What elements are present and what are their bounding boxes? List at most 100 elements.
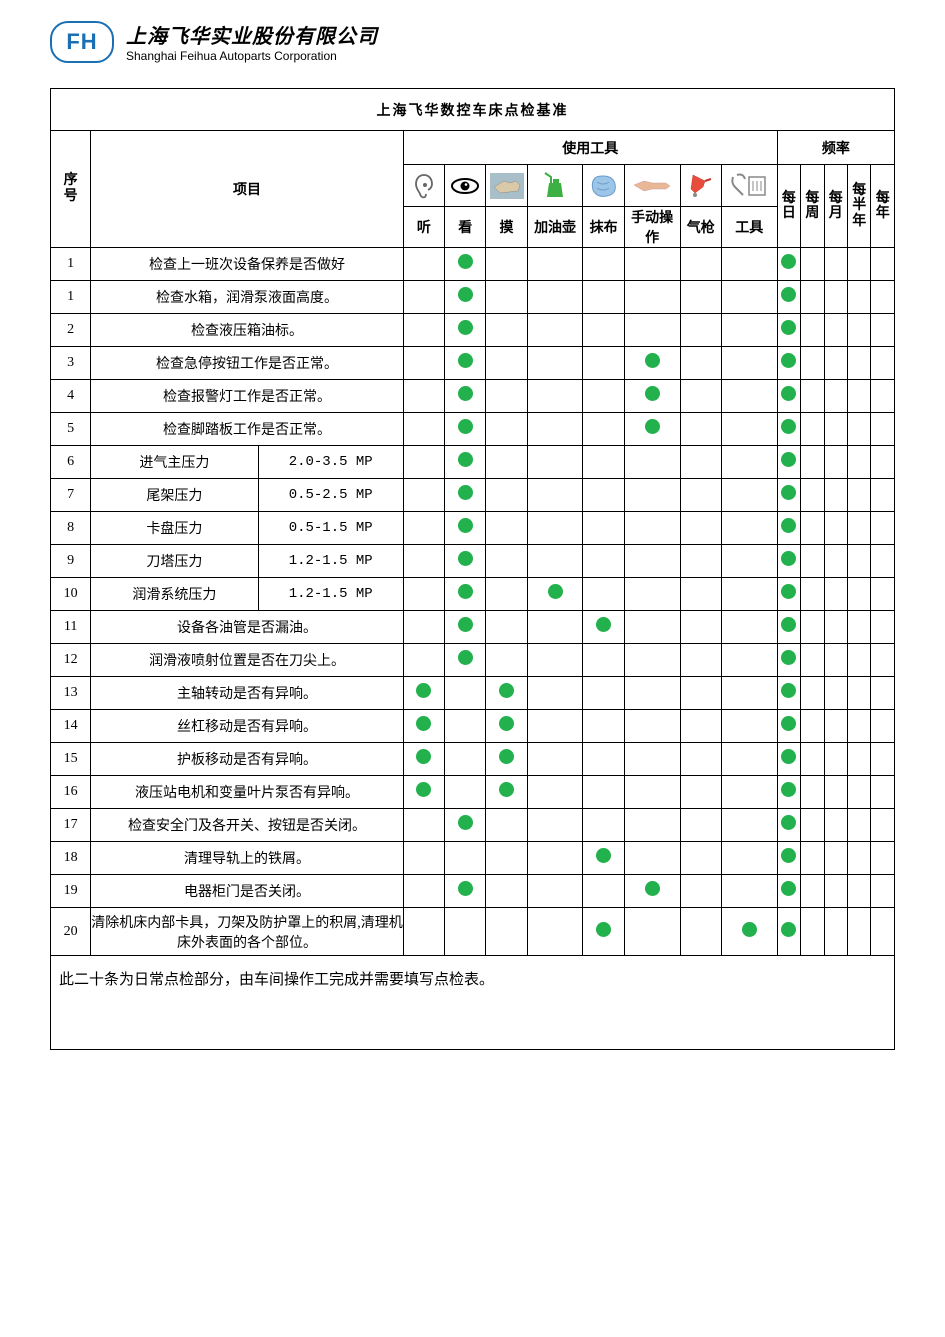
cell-tool [527,512,583,545]
table-row: 4检查报警灯工作是否正常。 [51,380,895,413]
cell-freq [777,776,800,809]
cell-freq [824,347,847,380]
dot-icon [458,815,473,830]
cell-freq [777,743,800,776]
cell-freq [871,512,895,545]
table-row: 7尾架压力0.5-2.5 MP [51,479,895,512]
dot-icon [596,848,611,863]
cell-freq [801,248,824,281]
cell-tool [445,842,486,875]
cell-tool [583,512,624,545]
cell-tool [680,875,721,908]
cell-freq [848,875,871,908]
cell-tool [624,908,680,956]
cell-tool [486,479,527,512]
cell-tool [721,644,777,677]
freq-weekly: 每周 [801,165,824,248]
dot-icon [781,782,796,797]
cell-tool [403,314,444,347]
cell-tool [721,281,777,314]
inspection-table: 上海飞华数控车床点检基准 序号 项目 使用工具 频率 每日 每周 每月 每半年 … [50,88,895,956]
cell-freq [777,380,800,413]
cell-tool [486,446,527,479]
cell-tool [527,380,583,413]
cell-item: 进气主压力 [91,446,258,479]
footnote: 此二十条为日常点检部分，由车间操作工完成并需要填写点检表。 [50,956,895,1050]
cell-tool [624,479,680,512]
cell-tool [624,347,680,380]
dot-icon [458,650,473,665]
cell-tool [486,512,527,545]
cell-tool [445,314,486,347]
cell-tool [624,875,680,908]
cell-tool [583,380,624,413]
dot-icon [596,617,611,632]
dot-icon [416,782,431,797]
cell-item: 检查液压箱油标。 [91,314,404,347]
cell-tool [624,314,680,347]
company-name-cn: 上海飞华实业股份有限公司 [126,20,378,49]
dot-icon [458,254,473,269]
cell-item: 卡盘压力 [91,512,258,545]
cell-freq [777,644,800,677]
cell-tool [445,677,486,710]
cell-tool [527,842,583,875]
cell-freq [801,743,824,776]
cell-tool [624,710,680,743]
cell-item: 润滑系统压力 [91,578,258,611]
cell-tool [527,776,583,809]
cell-seq: 1 [51,281,91,314]
cell-tool [721,314,777,347]
cell-tool [680,545,721,578]
cell-tool [680,512,721,545]
dot-icon [499,782,514,797]
hand-touch-icon [486,165,527,207]
cell-freq [871,479,895,512]
cell-tool [721,446,777,479]
cell-tool [583,842,624,875]
hdr-tools: 使用工具 [403,131,777,165]
table-row: 13主轴转动是否有异响。 [51,677,895,710]
cell-freq [848,908,871,956]
cell-tool [445,545,486,578]
cell-tool [680,908,721,956]
cell-tool [486,347,527,380]
cell-tool [527,743,583,776]
oilcan-icon [527,165,583,207]
cell-tool [721,347,777,380]
table-row: 20清除机床内部卡具，刀架及防护罩上的积屑,清理机床外表面的各个部位。 [51,908,895,956]
cell-freq [871,809,895,842]
cell-tool [680,578,721,611]
cell-freq [848,611,871,644]
cell-tool [624,809,680,842]
cell-tool [445,446,486,479]
table-row: 16液压站电机和变量叶片泵否有异响。 [51,776,895,809]
cell-freq [848,578,871,611]
cell-tool [721,875,777,908]
cell-tool [527,248,583,281]
cell-freq [801,842,824,875]
cell-tool [403,512,444,545]
cell-freq [777,809,800,842]
cell-tool [527,446,583,479]
cell-freq [871,545,895,578]
dot-icon [781,287,796,302]
cell-freq [871,281,895,314]
cell-item: 清除机床内部卡具，刀架及防护罩上的积屑,清理机床外表面的各个部位。 [91,908,404,956]
table-row: 11设备各油管是否漏油。 [51,611,895,644]
dot-icon [458,287,473,302]
cell-tool [680,347,721,380]
cell-freq [777,248,800,281]
cell-spec: 1.2-1.5 MP [258,578,403,611]
cell-freq [801,710,824,743]
cell-tool [680,776,721,809]
cell-tool [486,248,527,281]
dot-icon [781,749,796,764]
cell-freq [871,314,895,347]
dot-icon [458,881,473,896]
airgun-icon [680,165,721,207]
cell-tool [445,281,486,314]
cell-tool [486,908,527,956]
table-row: 2检查液压箱油标。 [51,314,895,347]
cell-tool [680,479,721,512]
